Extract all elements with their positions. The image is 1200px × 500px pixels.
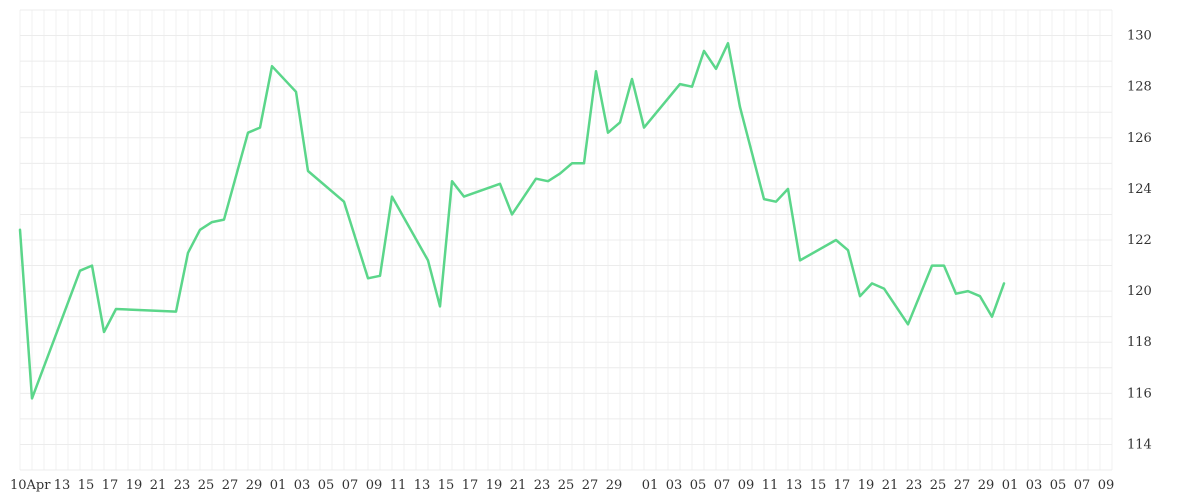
y-tick-label: 130 — [1127, 29, 1152, 44]
x-tick-label: 23 — [534, 478, 551, 493]
x-tick-label: 13 — [786, 478, 803, 493]
x-tick-label: 05 — [318, 478, 335, 493]
x-tick-label: 01 — [642, 478, 659, 493]
x-tick-label: 29 — [246, 478, 263, 493]
x-tick-label: 19 — [858, 478, 875, 493]
x-tick-label: 21 — [882, 478, 899, 493]
x-tick-label: 09 — [1098, 478, 1115, 493]
x-tick-label: 09 — [366, 478, 383, 493]
x-tick-label: 25 — [558, 478, 575, 493]
x-tick-label: 19 — [486, 478, 503, 493]
y-tick-label: 126 — [1127, 131, 1152, 146]
x-tick-label: 19 — [126, 478, 143, 493]
x-tick-label: 23 — [174, 478, 191, 493]
x-tick-label: 09 — [738, 478, 755, 493]
x-tick-label: 17 — [102, 478, 119, 493]
y-tick-label: 124 — [1127, 182, 1152, 197]
x-tick-label: 01 — [270, 478, 287, 493]
x-tick-label: 25 — [198, 478, 215, 493]
x-tick-label: 11 — [762, 478, 779, 493]
x-tick-label: 23 — [906, 478, 923, 493]
y-tick-label: 114 — [1127, 437, 1152, 452]
x-tick-label: 25 — [930, 478, 947, 493]
x-tick-label: 27 — [222, 478, 239, 493]
grid — [19, 9, 1113, 471]
x-tick-label: 13 — [414, 478, 431, 493]
x-tick-label: 05 — [690, 478, 707, 493]
x-tick-label: 21 — [150, 478, 167, 493]
y-tick-label: 122 — [1127, 233, 1152, 248]
x-axis-ticks: 10Apr 13 15 17 19 21 23 25 27 29 01 03 05 07 09 11 13 15 1… — [10, 478, 1114, 493]
x-tick-label: 03 — [1026, 478, 1043, 493]
x-tick-label: 03 — [294, 478, 311, 493]
x-tick-label: 07 — [1074, 478, 1091, 493]
x-tick-label: 05 — [1050, 478, 1067, 493]
x-tick-label: 11 — [390, 478, 407, 493]
x-tick-label: 17 — [462, 478, 479, 493]
x-tick-label: 03 — [666, 478, 683, 493]
x-tick-label: 21 — [510, 478, 527, 493]
x-tick-label: 07 — [342, 478, 359, 493]
series-line — [18, 41, 1006, 400]
x-tick-label: 13 — [54, 478, 71, 493]
x-tick-label: 27 — [582, 478, 599, 493]
x-tick-label: 29 — [978, 478, 995, 493]
x-tick-label: 29 — [606, 478, 623, 493]
x-tick-label: 17 — [834, 478, 851, 493]
x-tick-label: 07 — [714, 478, 731, 493]
y-axis-ticks: 114 116 118 120 122 124 126 128 130 — [1127, 29, 1152, 453]
x-tick-label: 01 — [1002, 478, 1019, 493]
x-tick-label: 27 — [954, 478, 971, 493]
series-layer — [18, 41, 1006, 400]
y-tick-label: 128 — [1127, 80, 1152, 95]
x-tick-label: 10Apr — [10, 478, 51, 493]
y-tick-label: 118 — [1127, 335, 1152, 350]
x-tick-label: 15 — [810, 478, 827, 493]
x-tick-label: 15 — [438, 478, 455, 493]
y-tick-label: 116 — [1127, 386, 1152, 401]
y-tick-label: 120 — [1127, 284, 1152, 299]
x-tick-label: 15 — [78, 478, 95, 493]
